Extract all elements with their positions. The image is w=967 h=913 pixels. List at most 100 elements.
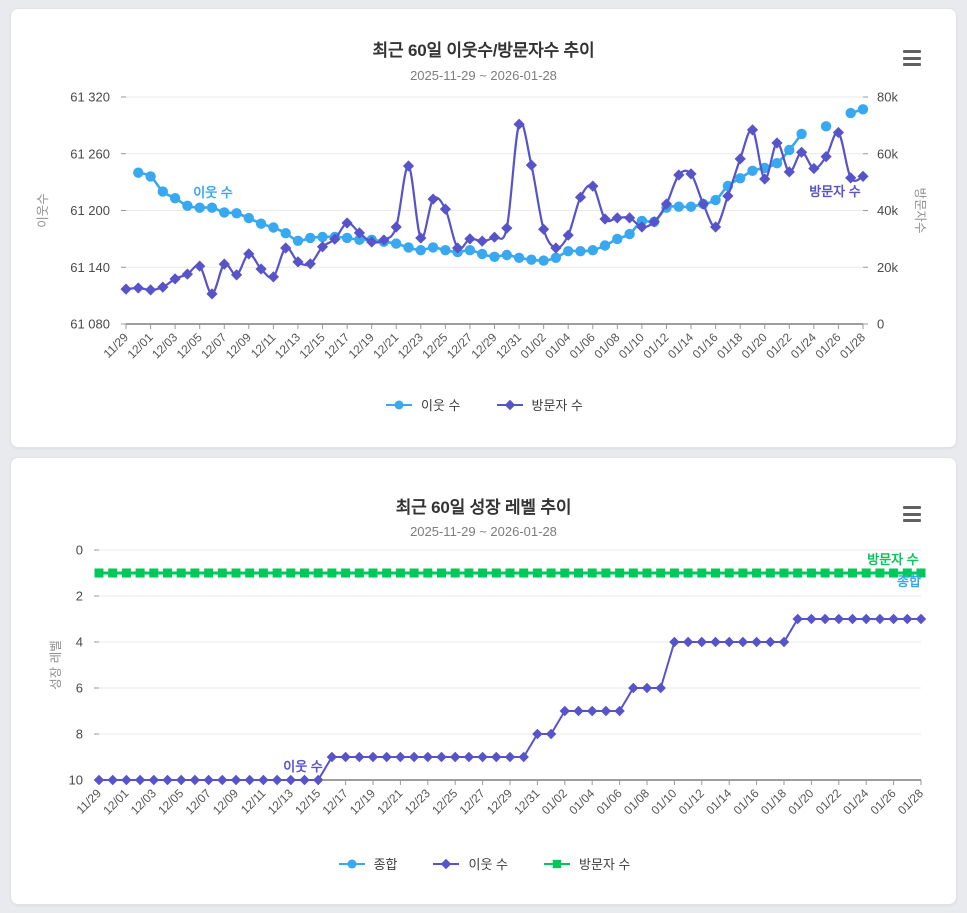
svg-text:80k: 80k — [877, 90, 898, 105]
svg-text:0: 0 — [76, 543, 83, 558]
chart-legend: 이웃 수 방문자 수 — [11, 395, 956, 414]
svg-text:12/21: 12/21 — [370, 330, 401, 361]
svg-text:01/26: 01/26 — [812, 330, 843, 361]
circle-marker-icon — [386, 400, 413, 409]
svg-text:01/16: 01/16 — [690, 330, 721, 361]
svg-text:01/06: 01/06 — [567, 330, 598, 361]
chart-title: 최근 60일 이웃수/방문자수 추이 — [372, 41, 595, 60]
svg-text:12/15: 12/15 — [292, 786, 323, 817]
svg-text:12/11: 12/11 — [248, 330, 279, 361]
growth-level-trend-panel: 최근 60일 성장 레벨 추이 2025-11-29 ~ 2026-01-28 … — [10, 457, 957, 905]
svg-text:12/23: 12/23 — [395, 330, 426, 361]
svg-text:12/01: 12/01 — [100, 786, 131, 817]
neighbor-visitor-chart-plot[interactable]: 61 320 80k 61 260 60k 61 200 40k 61 140 20k 61 0… — [11, 9, 956, 391]
svg-text:2: 2 — [76, 589, 83, 604]
svg-text:4: 4 — [76, 635, 83, 650]
hamburger-icon — [903, 50, 921, 53]
svg-text:12/19: 12/19 — [346, 330, 377, 361]
legend-label: 이웃 수 — [468, 857, 508, 872]
svg-text:12/15: 12/15 — [297, 330, 328, 361]
svg-text:방문자수: 방문자수 — [913, 187, 927, 233]
neighbor-visitor-trend-panel: 최근 60일 이웃수/방문자수 추이 2025-11-29 ~ 2026-01-… — [10, 8, 957, 448]
legend-item-neighbors[interactable]: 이웃 수 — [431, 854, 508, 873]
svg-text:12/31: 12/31 — [511, 786, 542, 817]
chart-menu-button[interactable] — [903, 505, 923, 523]
svg-text:01/14: 01/14 — [665, 330, 696, 361]
svg-text:61 260: 61 260 — [70, 146, 110, 161]
svg-text:01/20: 01/20 — [785, 786, 816, 817]
svg-text:0: 0 — [877, 317, 884, 332]
svg-text:이웃수: 이웃수 — [36, 193, 50, 228]
legend-label: 방문자 수 — [531, 398, 583, 413]
svg-text:12/31: 12/31 — [493, 330, 524, 361]
svg-text:01/08: 01/08 — [591, 330, 622, 361]
chart-date-range: 2025-11-29 ~ 2026-01-28 — [410, 68, 557, 83]
chart-date-range: 2025-11-29 ~ 2026-01-28 — [410, 524, 557, 539]
svg-text:12/27: 12/27 — [457, 786, 488, 817]
square-marker-icon — [543, 859, 570, 868]
svg-text:12/17: 12/17 — [321, 330, 352, 361]
svg-text:01/26: 01/26 — [868, 786, 899, 817]
svg-text:12/05: 12/05 — [155, 786, 186, 817]
svg-text:12/07: 12/07 — [183, 786, 214, 817]
svg-text:11/29: 11/29 — [74, 786, 105, 817]
chart-legend: 종합 이웃 수 방문자 수 — [11, 854, 956, 873]
svg-text:61 200: 61 200 — [70, 203, 110, 218]
svg-text:12/21: 12/21 — [374, 786, 405, 817]
svg-text:12/19: 12/19 — [347, 786, 378, 817]
svg-text:이웃 수: 이웃 수 — [193, 185, 233, 200]
circle-marker-icon — [338, 859, 365, 868]
svg-text:12/25: 12/25 — [429, 786, 460, 817]
svg-text:12/09: 12/09 — [223, 330, 254, 361]
svg-text:방문자 수: 방문자 수 — [809, 184, 860, 199]
legend-item-neighbors[interactable]: 이웃 수 — [384, 395, 461, 414]
svg-text:01/12: 01/12 — [640, 330, 671, 361]
svg-text:12/27: 12/27 — [444, 330, 475, 361]
svg-text:20k: 20k — [877, 260, 898, 275]
svg-text:01/04: 01/04 — [542, 330, 573, 361]
svg-text:01/04: 01/04 — [566, 786, 597, 817]
chart-menu-button[interactable] — [903, 49, 923, 67]
svg-text:12/13: 12/13 — [265, 786, 296, 817]
svg-text:12/01: 12/01 — [125, 330, 156, 361]
diamond-marker-icon — [496, 399, 523, 410]
svg-text:성장 레벨: 성장 레벨 — [49, 640, 63, 689]
svg-text:01/18: 01/18 — [714, 330, 745, 361]
svg-text:12/29: 12/29 — [484, 786, 515, 817]
svg-text:01/28: 01/28 — [837, 330, 868, 361]
svg-text:8: 8 — [76, 727, 83, 742]
legend-item-overall[interactable]: 종합 — [337, 854, 397, 873]
svg-text:01/08: 01/08 — [621, 786, 652, 817]
svg-text:01/24: 01/24 — [840, 786, 871, 817]
svg-text:6: 6 — [76, 681, 83, 696]
svg-text:12/05: 12/05 — [174, 330, 205, 361]
svg-text:01/22: 01/22 — [763, 330, 794, 361]
chart-title: 최근 60일 성장 레벨 추이 — [395, 498, 572, 517]
svg-text:12/11: 12/11 — [238, 786, 269, 817]
svg-text:12/07: 12/07 — [198, 330, 229, 361]
svg-text:01/22: 01/22 — [813, 786, 844, 817]
svg-text:12/13: 12/13 — [272, 330, 303, 361]
svg-text:01/24: 01/24 — [788, 330, 819, 361]
legend-item-visitors[interactable]: 방문자 수 — [495, 395, 583, 414]
svg-text:12/17: 12/17 — [320, 786, 351, 817]
svg-text:01/06: 01/06 — [594, 786, 625, 817]
svg-text:60k: 60k — [877, 146, 898, 161]
legend-label: 방문자 수 — [578, 857, 631, 872]
legend-item-visitors[interactable]: 방문자 수 — [542, 854, 630, 873]
svg-text:01/20: 01/20 — [739, 330, 770, 361]
svg-text:40k: 40k — [877, 203, 898, 218]
diamond-marker-icon — [433, 858, 460, 869]
svg-text:61 320: 61 320 — [70, 90, 110, 105]
svg-text:01/18: 01/18 — [758, 786, 789, 817]
svg-text:12/03: 12/03 — [149, 330, 180, 361]
svg-text:01/10: 01/10 — [616, 330, 647, 361]
svg-text:12/25: 12/25 — [419, 330, 450, 361]
svg-text:01/14: 01/14 — [703, 786, 734, 817]
svg-text:11/29: 11/29 — [101, 330, 132, 361]
hamburger-icon — [903, 506, 921, 509]
svg-text:종합: 종합 — [897, 574, 921, 589]
svg-text:61 080: 61 080 — [70, 317, 110, 332]
